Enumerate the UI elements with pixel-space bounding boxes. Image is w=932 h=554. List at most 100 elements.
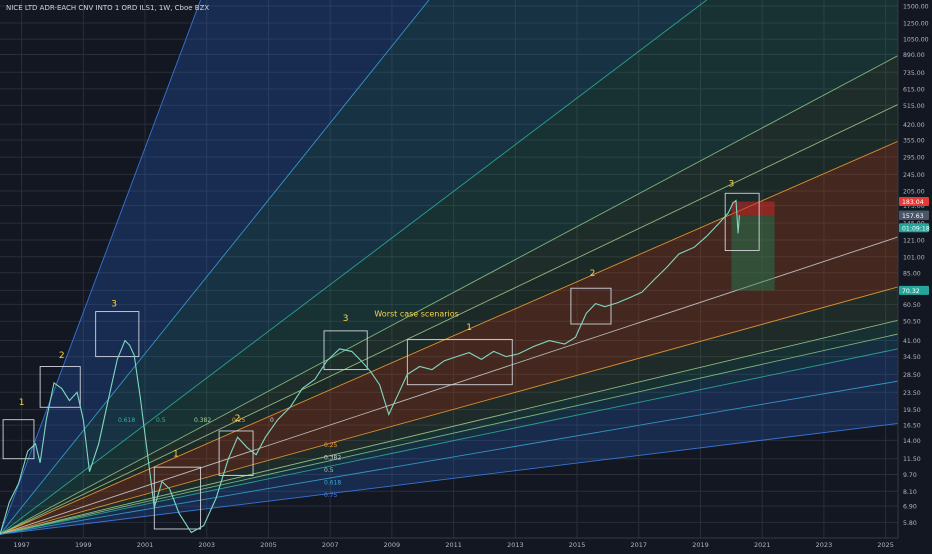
price-tag-3: [899, 210, 929, 220]
fan-label-bottom: 0.25: [324, 442, 338, 449]
y-tick-label: 41.00: [903, 338, 921, 345]
wave-box-1: [2, 419, 35, 460]
price-tag-label: 01:09:18: [902, 225, 930, 232]
x-tick-label: 2013: [507, 541, 524, 549]
y-tick-label: 245.00: [903, 172, 925, 179]
position-stop-zone: [731, 201, 775, 216]
annotation-4: 1: [173, 449, 179, 459]
annotation-6: 3: [343, 314, 349, 324]
annotation-7: 1: [466, 323, 472, 333]
y-tick-label: 28.50: [903, 372, 921, 379]
x-tick-label: 2007: [322, 541, 339, 549]
fan-label-top: 0.618: [118, 417, 135, 424]
y-tick-label: 515.00: [903, 103, 925, 110]
x-tick-label: 2005: [260, 541, 277, 549]
annotation-10: Worst case scenarios: [374, 310, 458, 319]
fan-zone-3: [0, 0, 898, 535]
y-tick-label: 1050.00: [903, 37, 929, 44]
fan-line-3: [0, 0, 707, 535]
y-tick-label: 295.00: [903, 155, 925, 162]
wave-box-6: [323, 330, 368, 371]
y-tick-label: 8.10: [903, 489, 917, 496]
fan-label-bottom: 0.382: [324, 455, 341, 462]
fan-label-top: 0: [270, 417, 274, 424]
price-line: [0, 199, 740, 535]
y-tick-label: 14.00: [903, 438, 921, 445]
fan-label-top: 0.5: [156, 417, 166, 424]
x-tick-label: 1997: [13, 541, 30, 549]
x-tick-label: 2009: [384, 541, 401, 549]
fan-line-7: [0, 236, 898, 535]
y-tick-label: 205.00: [903, 188, 925, 195]
y-tick-label: 16.50: [903, 423, 921, 430]
y-tick-label: 23.50: [903, 390, 921, 397]
fan-line-12: [0, 380, 898, 535]
price-tag-5: [899, 285, 929, 295]
x-tick-label: 2017: [631, 541, 648, 549]
fan-label-top: 0.25: [232, 417, 246, 424]
wave-box-8: [570, 287, 612, 325]
x-tick-label: 2011: [445, 541, 462, 549]
y-tick-label: 1250.00: [903, 20, 929, 27]
y-tick-label: 50.50: [903, 319, 921, 326]
y-tick-label: 19.50: [903, 407, 921, 414]
annotation-2: 2: [59, 351, 65, 361]
x-tick-label: 2001: [137, 541, 154, 549]
y-tick-label: 5.80: [903, 520, 917, 527]
annotation-5: 2: [235, 414, 241, 424]
x-tick-label: 1999: [75, 541, 92, 549]
fan-line-2: [0, 0, 430, 535]
y-tick-label: 11.50: [903, 456, 921, 463]
y-tick-label: 121.00: [903, 237, 925, 244]
price-tag-4: [899, 223, 929, 233]
x-tick-label: 2019: [692, 541, 709, 549]
fan-label-top: 0.382: [194, 417, 211, 424]
fan-label-bottom: 0.75: [324, 492, 338, 499]
y-tick-label: 101.00: [903, 254, 925, 261]
y-tick-label: 9.70: [903, 472, 917, 479]
annotation-3: 3: [111, 300, 117, 310]
y-tick-label: 735.00: [903, 70, 925, 77]
x-tick-label: 2023: [816, 541, 833, 549]
price-tag-label: 157.63: [902, 213, 924, 220]
annotation-8: 2: [590, 269, 596, 279]
y-tick-label: 6.90: [903, 504, 917, 511]
time-axis-background: [0, 538, 932, 550]
fan-label-bottom: 0.5: [324, 467, 334, 474]
wave-box-9: [724, 192, 760, 251]
y-tick-label: 615.00: [903, 86, 925, 93]
price-axis-background: [898, 0, 932, 550]
fan-line-4: [0, 55, 898, 535]
fan-line-13: [0, 423, 898, 535]
fan-label-bottom: 0.618: [324, 480, 341, 487]
wave-box-5: [218, 430, 254, 476]
wave-box-4: [153, 466, 202, 530]
gann-fan: 0.618 0.5 0.382 0.25 0 0.25 0.382 0.5 0.618 0.75: [0, 0, 898, 535]
x-tick-label: 2025: [877, 541, 894, 549]
y-tick-label: 34.50: [903, 354, 921, 361]
x-tick-label: 2021: [754, 541, 771, 549]
y-tick-label: 420.00: [903, 122, 925, 129]
wave-boxes: [2, 192, 760, 530]
wave-box-3: [95, 311, 140, 358]
annotation-9: 3: [728, 180, 734, 190]
price-tag-label: 70.32: [902, 288, 920, 295]
y-tick-label: 175.00: [903, 203, 925, 210]
price-tag-1: [899, 197, 929, 207]
price-tag-label: 183.04: [902, 199, 924, 206]
fan-line-10: [0, 333, 898, 535]
y-tick-label: 355.00: [903, 137, 925, 144]
y-tick-label: 60.50: [903, 302, 921, 309]
fan-line-8: [0, 286, 898, 535]
y-tick-label: 85.00: [903, 270, 921, 277]
wave-box-7: [406, 338, 513, 386]
fan-line-11: [0, 348, 898, 535]
symbol-title: NICE LTD ADR-EACH CNV INTO 1 ORD ILS1, 1…: [6, 4, 210, 12]
fan-line-9: [0, 319, 898, 535]
y-tick-label: 1500.00: [903, 3, 929, 10]
fan-line-5: [0, 104, 898, 535]
y-tick-label: 890.00: [903, 52, 925, 59]
annotation-1: 1: [19, 398, 25, 408]
